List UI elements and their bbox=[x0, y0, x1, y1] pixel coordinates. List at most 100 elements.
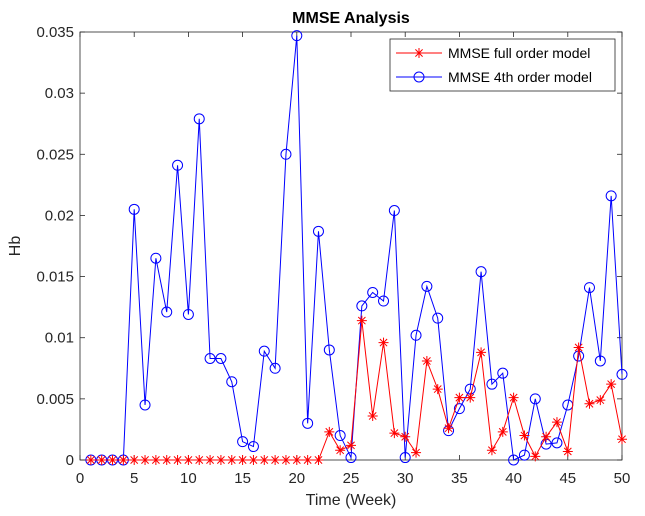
data-point bbox=[107, 455, 118, 465]
data-point bbox=[486, 445, 497, 456]
y-axis-ticks: 0 0.005 0.01 0.015 0.02 0.025 0.03 0.035 bbox=[36, 24, 622, 469]
data-point bbox=[389, 428, 400, 439]
x-tick-label: 50 bbox=[614, 470, 631, 487]
data-point bbox=[183, 455, 194, 465]
data-point bbox=[475, 266, 487, 278]
x-tick-label: 0 bbox=[76, 470, 84, 487]
x-axis-ticks: 0 5 10 15 20 25 30 35 40 45 50 bbox=[76, 32, 631, 487]
series-layer bbox=[85, 30, 628, 466]
data-point bbox=[367, 410, 378, 421]
data-point bbox=[247, 441, 259, 453]
data-point bbox=[530, 451, 541, 462]
data-point bbox=[129, 455, 140, 465]
data-point bbox=[269, 362, 281, 374]
data-point bbox=[182, 308, 194, 320]
data-point bbox=[118, 455, 129, 465]
data-point bbox=[421, 280, 433, 292]
data-point bbox=[400, 431, 411, 442]
data-point bbox=[562, 446, 573, 457]
data-point bbox=[551, 437, 563, 449]
data-point bbox=[324, 426, 335, 437]
data-point bbox=[399, 452, 411, 464]
data-point bbox=[583, 282, 595, 294]
data-point bbox=[605, 190, 617, 202]
data-point bbox=[573, 342, 584, 353]
x-tick-label: 35 bbox=[451, 470, 468, 487]
data-point bbox=[584, 398, 595, 409]
y-tick-label: 0.005 bbox=[36, 391, 74, 408]
data-point bbox=[172, 159, 184, 171]
data-point bbox=[617, 434, 627, 445]
legend-marker-4th-order bbox=[413, 71, 425, 83]
data-point bbox=[541, 431, 552, 442]
data-point bbox=[150, 455, 161, 465]
data-point bbox=[334, 430, 346, 442]
data-point bbox=[96, 455, 107, 465]
data-point bbox=[346, 440, 356, 451]
data-point bbox=[139, 399, 151, 411]
data-point bbox=[454, 392, 465, 403]
data-point bbox=[508, 392, 519, 403]
data-point bbox=[193, 113, 205, 125]
data-point bbox=[356, 300, 368, 312]
x-tick-label: 40 bbox=[505, 470, 522, 487]
data-point bbox=[606, 379, 617, 390]
y-tick-label: 0.01 bbox=[45, 330, 74, 347]
chart-title: MMSE Analysis bbox=[292, 10, 410, 27]
data-point bbox=[312, 225, 324, 237]
y-tick-label: 0.03 bbox=[45, 85, 74, 102]
x-tick-label: 25 bbox=[343, 470, 360, 487]
data-point bbox=[259, 455, 270, 465]
data-point bbox=[388, 205, 400, 217]
x-tick-label: 5 bbox=[130, 470, 138, 487]
data-point bbox=[140, 455, 151, 465]
data-point bbox=[519, 430, 530, 441]
legend-label-4th-order: MMSE 4th order model bbox=[448, 69, 592, 85]
x-tick-label: 45 bbox=[559, 470, 576, 487]
data-point bbox=[323, 344, 335, 356]
data-point bbox=[215, 455, 226, 465]
plot-area bbox=[79, 31, 623, 461]
data-point bbox=[313, 455, 324, 465]
x-tick-label: 15 bbox=[234, 470, 251, 487]
data-point bbox=[280, 455, 291, 465]
y-tick-label: 0.035 bbox=[36, 24, 74, 41]
data-point bbox=[335, 445, 346, 456]
data-point bbox=[508, 454, 520, 466]
data-point bbox=[291, 455, 302, 465]
series-0 bbox=[85, 315, 627, 465]
data-point bbox=[345, 452, 357, 464]
data-point bbox=[367, 286, 379, 298]
data-point bbox=[443, 423, 454, 434]
data-point bbox=[248, 455, 259, 465]
data-point bbox=[204, 353, 216, 365]
data-point bbox=[486, 378, 498, 390]
data-point bbox=[497, 426, 508, 437]
legend: MMSE full order model MMSE 4th order mod… bbox=[389, 38, 616, 92]
data-point bbox=[453, 403, 465, 415]
data-point bbox=[476, 347, 487, 358]
data-point bbox=[594, 355, 606, 367]
data-point bbox=[302, 417, 314, 429]
legend-box bbox=[389, 38, 616, 92]
data-point bbox=[226, 455, 237, 465]
data-point bbox=[194, 455, 205, 465]
data-point bbox=[465, 392, 476, 403]
y-tick-label: 0 bbox=[66, 452, 74, 469]
data-point bbox=[161, 455, 172, 465]
data-point bbox=[497, 367, 509, 379]
data-point bbox=[616, 368, 628, 380]
y-tick-label: 0.015 bbox=[36, 269, 74, 286]
data-point bbox=[258, 345, 270, 357]
y-axis-label: Hb bbox=[7, 236, 24, 257]
data-point bbox=[215, 353, 227, 365]
x-axis-label: Time (Week) bbox=[306, 492, 397, 509]
data-point bbox=[205, 455, 216, 465]
x-tick-label: 20 bbox=[288, 470, 305, 487]
legend-marker-symbol bbox=[414, 48, 424, 58]
legend-marker-symbol bbox=[413, 71, 425, 83]
data-point bbox=[237, 436, 249, 448]
y-tick-label: 0.02 bbox=[45, 207, 74, 224]
data-point bbox=[356, 315, 367, 326]
